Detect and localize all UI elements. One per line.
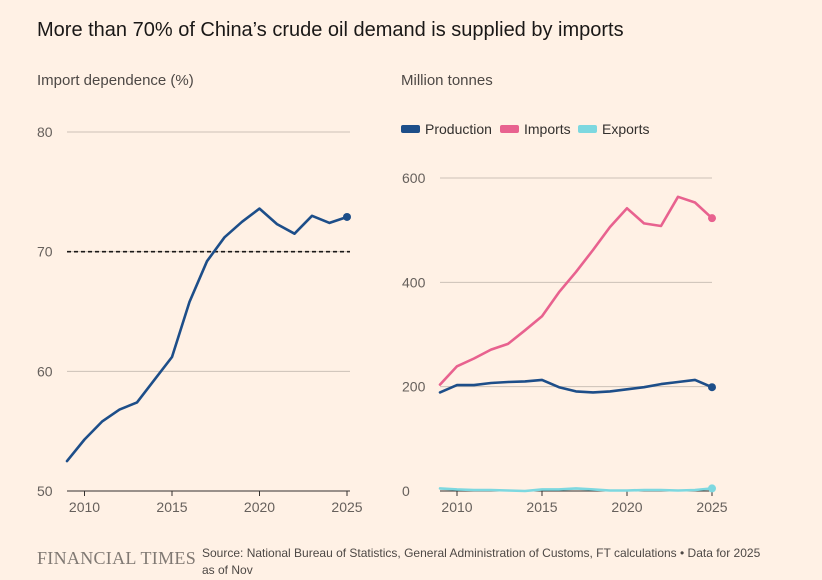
- legend-swatch-imports: [500, 125, 519, 133]
- chart1-end-marker-import-dependence: [343, 212, 351, 221]
- legend-swatch-exports: [578, 125, 597, 133]
- chart2-x-tick-label-2015: 2015: [526, 499, 557, 515]
- chart2-y-tick-label-600: 600: [402, 170, 426, 186]
- legend-production: Production: [401, 121, 492, 137]
- chart1-x-tick-label-2020: 2020: [244, 499, 275, 515]
- chart2-y-tick-label-0: 0: [402, 483, 410, 499]
- chart2-end-marker-imports: [708, 214, 716, 223]
- chart1-y-tick-label-60: 60: [37, 363, 53, 379]
- chart2-series-line-exports: [438, 487, 714, 493]
- source-note: Source: National Bureau of Statistics, G…: [202, 546, 761, 577]
- chart2-y-tick-label-400: 400: [402, 274, 426, 290]
- legend-swatch-production: [401, 125, 420, 133]
- chart2-y-tick-label-200: 200: [402, 379, 426, 395]
- chart2-series-line-imports: [438, 195, 714, 386]
- chart2-x-tick-label-2010: 2010: [441, 499, 472, 515]
- chart1-y-tick-label-50: 50: [37, 483, 53, 499]
- chart2-end-marker-exports: [708, 484, 716, 493]
- chart1-x-tick-label-2025: 2025: [331, 499, 362, 515]
- legend-label-production: Production: [425, 121, 492, 137]
- chart1-series-line-import-dependence: [65, 207, 349, 463]
- left-chart-subtitle: Import dependence (%): [37, 72, 194, 89]
- chart2-series-line-production: [438, 378, 714, 394]
- chart1-y-tick-label-80: 80: [37, 124, 53, 140]
- legend-label-imports: Imports: [524, 121, 571, 137]
- legend-imports: Imports: [500, 121, 571, 137]
- chart1-x-tick-label-2010: 2010: [69, 499, 100, 515]
- ft-brand: FINANCIAL TIMES: [37, 548, 197, 568]
- right-chart-subtitle: Million tonnes: [401, 72, 493, 89]
- chart1-y-tick-label-70: 70: [37, 244, 53, 260]
- chart1-x-tick-label-2015: 2015: [156, 499, 187, 515]
- chart2-x-tick-label-2025: 2025: [696, 499, 727, 515]
- chart-title: More than 70% of China’s crude oil deman…: [37, 19, 624, 41]
- legend-label-exports: Exports: [602, 121, 650, 137]
- chart2-x-tick-label-2020: 2020: [611, 499, 642, 515]
- chart2-end-marker-production: [708, 383, 716, 392]
- legend-exports: Exports: [578, 121, 649, 137]
